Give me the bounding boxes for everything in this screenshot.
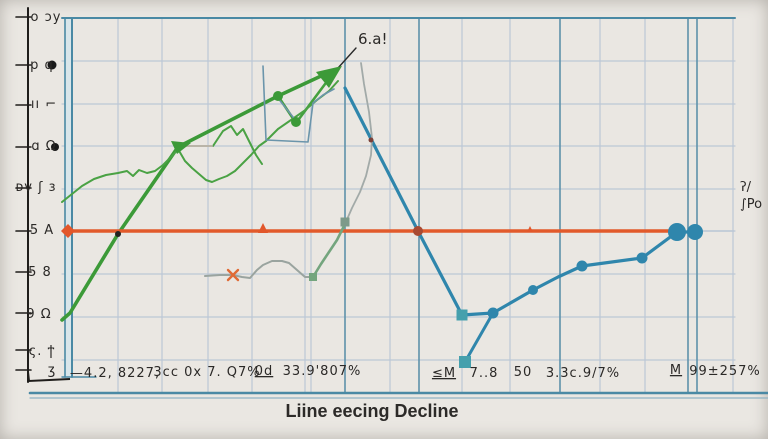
blue-square-bottom bbox=[459, 356, 471, 368]
series-gray-wander-up bbox=[344, 62, 373, 225]
orange-triangle-1 bbox=[258, 223, 268, 233]
marker-layer bbox=[47, 60, 703, 368]
blue-dot-big-1 bbox=[668, 223, 686, 241]
x-tick-label-5: 7..8 bbox=[470, 366, 499, 381]
series-green-wiggle-mid bbox=[177, 140, 267, 183]
x-tick-label-2: 0d bbox=[255, 364, 274, 379]
grid-layer bbox=[61, 17, 736, 394]
y-tick-label-3: ɑ Ω bbox=[31, 139, 56, 154]
y-tick-label-1: p q bbox=[30, 58, 54, 73]
axis-layer bbox=[15, 7, 71, 383]
green-arrowhead-peak bbox=[316, 66, 342, 88]
blue-dot-3 bbox=[576, 260, 588, 272]
y-tick-label-6: 5 8 bbox=[28, 265, 52, 280]
black-dot-on-green bbox=[115, 231, 121, 237]
orange-triangle-2 bbox=[527, 226, 533, 232]
crossing-dot bbox=[413, 226, 423, 236]
axis-dot-2 bbox=[51, 143, 59, 151]
series-green-rise bbox=[311, 222, 347, 279]
y-axis-bracket bbox=[27, 371, 71, 383]
green-square-low bbox=[309, 273, 317, 281]
y-tick-label-0: o ɔy bbox=[31, 10, 62, 25]
tick-label-layer: o ɔy p q ıı ⌐ ɑ Ω ᴅᴠ ʃ ɜ 5 A 5 8 9 Ω ς. ϯ ʒ —4.2, … bbox=[15, 10, 761, 381]
x-tick-label-9: 99±257% bbox=[689, 364, 761, 379]
chart-title: Liine eecing Decline bbox=[285, 401, 458, 421]
y-tick-label-9: ʒ bbox=[48, 363, 57, 378]
series-blue-step bbox=[262, 65, 335, 143]
tiny-maroon-dot bbox=[368, 137, 374, 143]
y-tick-label-8: ς. ϯ bbox=[29, 344, 56, 359]
border-layer bbox=[28, 17, 768, 399]
blue-dot-1 bbox=[487, 307, 499, 319]
series-layer bbox=[60, 47, 735, 364]
x-tick-label-4: ≤M bbox=[432, 366, 456, 381]
blue-dot-big-2 bbox=[687, 224, 703, 240]
blue-dot-2 bbox=[528, 285, 538, 295]
x-tick-label-0: —4.2, 8227, bbox=[70, 366, 160, 381]
series-green-zigzag bbox=[212, 125, 263, 165]
series-blue-main bbox=[343, 86, 697, 317]
y-tick-label-5: 5 A bbox=[30, 223, 54, 238]
y-tick-label-4: ᴅᴠ ʃ ɜ bbox=[15, 180, 56, 195]
series-blue-vee bbox=[463, 311, 495, 364]
green-dot-1 bbox=[273, 91, 283, 101]
x-tick-label-7: 3.3c.9/7% bbox=[546, 366, 620, 381]
green-dot-2 bbox=[291, 117, 301, 127]
axis-dot-1 bbox=[47, 60, 57, 70]
right-axis-note-line1: ʔ/ bbox=[740, 180, 752, 195]
x-tick-label-6: 50 bbox=[514, 365, 533, 380]
series-green-wiggle-left bbox=[61, 148, 179, 203]
x-tick-label-1: 3cc 0x 7. Q7% bbox=[153, 365, 260, 380]
blue-dot-4 bbox=[636, 252, 648, 264]
series-green-arc bbox=[265, 80, 339, 142]
blue-square-elbow bbox=[456, 309, 468, 321]
y-tick-label-2: ıı ⌐ bbox=[31, 97, 57, 112]
gray-square-mid bbox=[340, 217, 350, 227]
series-annotation-pointer bbox=[337, 47, 357, 69]
x-tick-label-8: M bbox=[670, 363, 682, 378]
series-gray-wander-low bbox=[204, 260, 314, 279]
peak-annotation: 6.a! bbox=[358, 30, 388, 48]
green-arrowhead-mid bbox=[171, 141, 191, 154]
series-green-trend bbox=[60, 68, 336, 322]
orange-diamond bbox=[61, 224, 75, 238]
x-tick-label-3: 33.9'807% bbox=[283, 364, 362, 379]
y-tick-label-7: 9 Ω bbox=[26, 307, 51, 322]
right-axis-note-line2: ∫Po bbox=[740, 197, 762, 212]
orange-x-marker bbox=[226, 268, 240, 282]
